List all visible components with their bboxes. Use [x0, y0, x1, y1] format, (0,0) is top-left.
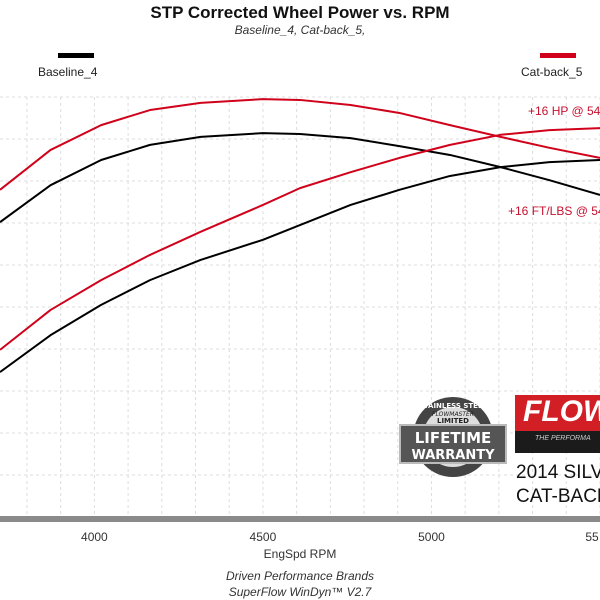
chart-subtitle: Baseline_4, Cat-back_5,	[234, 23, 366, 37]
chart-title: STP Corrected Wheel Power vs. RPM	[150, 3, 450, 22]
legend-label-catback: Cat-back_5	[521, 65, 583, 79]
badge-line2: WARRANTY	[411, 448, 495, 463]
badge-top: STAINLESS STEEL	[419, 402, 488, 410]
annotation-torque: +16 FT/LBS @ 54	[508, 204, 600, 218]
brand-tagline: THE PERFORMA	[535, 435, 591, 442]
x-axis-label: EngSpd RPM	[263, 547, 337, 561]
annotation-hp: +16 HP @ 54	[528, 104, 600, 118]
brand-logo-text: FLOW	[523, 395, 600, 428]
series-line-cat-back-5-0	[0, 98, 600, 191]
x-tick-label: 4500	[249, 530, 277, 544]
x-tick-label: 4000	[81, 530, 108, 544]
x-tick-label: 55	[585, 530, 599, 544]
legend-label-baseline: Baseline_4	[38, 65, 98, 79]
footer-line1: Driven Performance Brands	[225, 569, 375, 583]
legend-swatch-catback	[540, 53, 576, 58]
badge-limited: LIMITED	[437, 417, 469, 425]
car-line1: 2014 SILV	[516, 462, 600, 483]
legend-swatch-baseline	[58, 53, 94, 58]
series-line-baseline-4-3	[0, 159, 600, 373]
footer-line2: SuperFlow WinDyn™ V2.7	[228, 585, 372, 599]
car-line2: CAT-BACK	[516, 486, 600, 507]
x-axis-bar	[0, 516, 600, 522]
badge-line1: LIFETIME	[415, 429, 492, 447]
flowmaster-logo: FLOW THE PERFORMA	[515, 395, 600, 453]
series-line-cat-back-5-2	[0, 127, 600, 351]
warranty-badge: STAINLESS STEEL FLOWMASTER LIMITED LIFET…	[399, 397, 507, 477]
x-tick-label: 5000	[418, 530, 445, 544]
badge-brand: FLOWMASTER	[432, 411, 474, 418]
